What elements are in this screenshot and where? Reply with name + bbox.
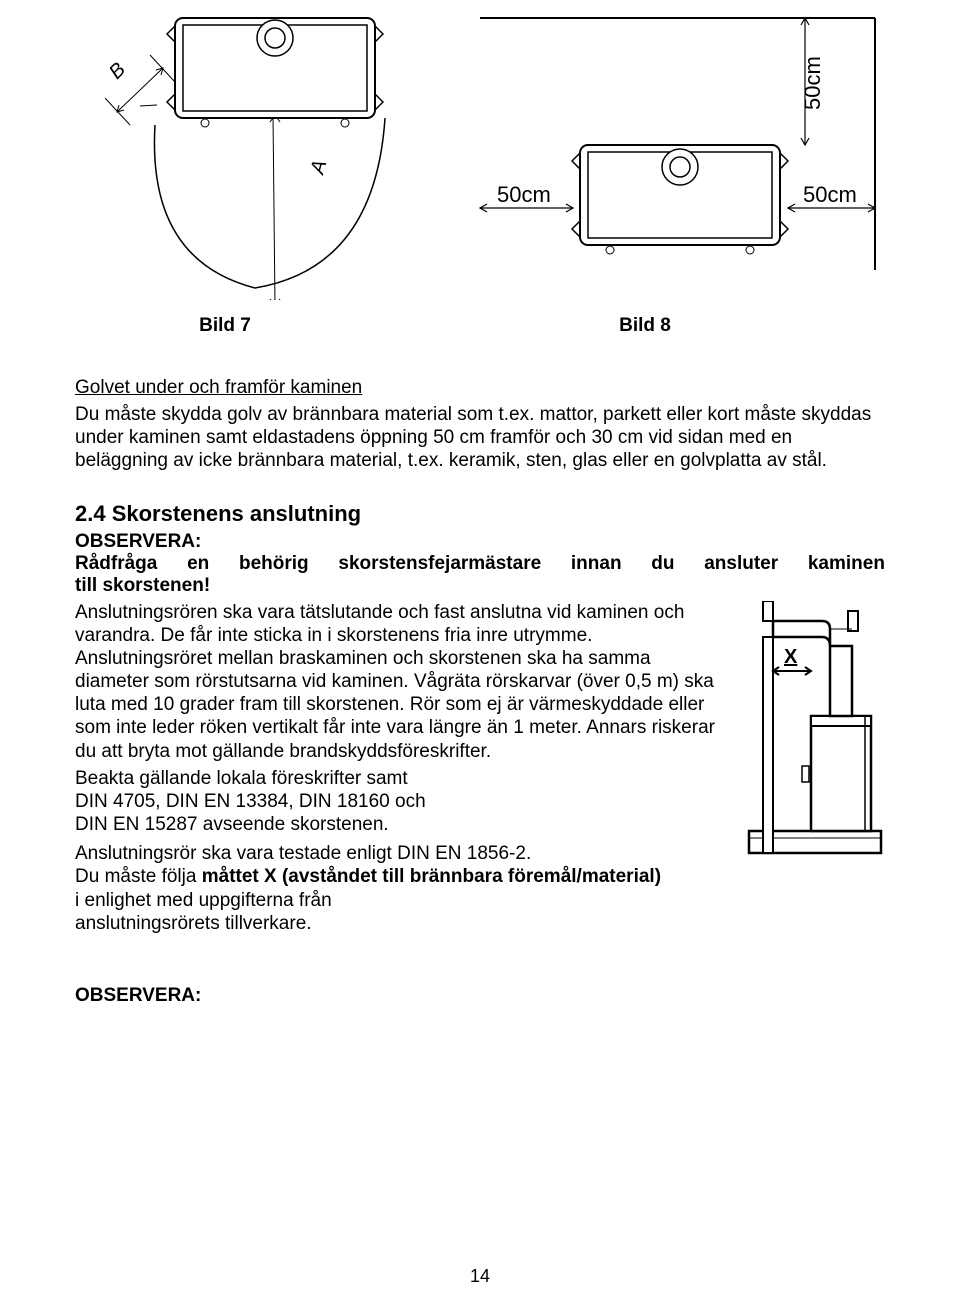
para-anslutningsror: Anslutningsrören ska vara tätslutande oc… xyxy=(75,601,725,763)
para-mattet-x: Du måste följa måttet X (avståndet till … xyxy=(75,865,725,888)
caption-bild-7: Bild 7 xyxy=(75,315,375,337)
radfraga-line1: Rådfråga en behörig skorstensfejarmästar… xyxy=(75,553,885,575)
dim-50-left: 50cm xyxy=(497,182,551,207)
wall-segment xyxy=(763,637,773,853)
flue-elbow xyxy=(773,621,830,646)
heading-golvet: Golvet under och framför kaminen xyxy=(75,377,885,399)
para-beakta-b: DIN 4705, DIN EN 13384, DIN 18160 och xyxy=(75,790,725,813)
para-tillverkare: anslutningsrörets tillverkare. xyxy=(75,912,725,935)
para-din-1856: Anslutningsrör ska vara testade enligt D… xyxy=(75,842,725,865)
para-beakta-c: DIN EN 15287 avseende skorstenen. xyxy=(75,813,725,836)
figure-bild-7: A B xyxy=(75,10,455,300)
para-enlighet: i enlighet med uppgifterna från xyxy=(75,889,725,912)
para-beakta-a: Beakta gällande lokala föreskrifter samt xyxy=(75,767,725,790)
lower-block: Anslutningsrören ska vara tätslutande oc… xyxy=(75,601,885,935)
dim-label-b: B xyxy=(105,59,130,84)
observera-2: OBSERVERA: xyxy=(75,985,885,1007)
flue-vertical xyxy=(830,646,852,716)
radfraga-line2: till skorstenen! xyxy=(75,575,885,597)
observera-1: OBSERVERA: xyxy=(75,531,885,553)
figure-captions: Bild 7 Bild 8 xyxy=(75,315,885,337)
figures-row: A B xyxy=(75,0,885,300)
dim-50-top: 50cm xyxy=(800,56,825,110)
dim-x: X xyxy=(784,646,798,668)
stove-body xyxy=(811,716,871,831)
dim-label-a: A xyxy=(306,158,331,178)
section-2-4: 2.4 Skorstenens anslutning xyxy=(75,501,885,527)
caption-bild-8: Bild 8 xyxy=(495,315,795,337)
para-golvet: Du måste skydda golv av brännbara materi… xyxy=(75,403,885,473)
page-number: 14 xyxy=(0,1266,960,1287)
wall-segment-top xyxy=(763,601,773,621)
figure-stove-chimney: X xyxy=(725,601,885,935)
figure-bild-8: 50cm 50cm 50cm xyxy=(465,10,885,300)
dim-50-right: 50cm xyxy=(803,182,857,207)
stove-handle xyxy=(802,766,809,782)
